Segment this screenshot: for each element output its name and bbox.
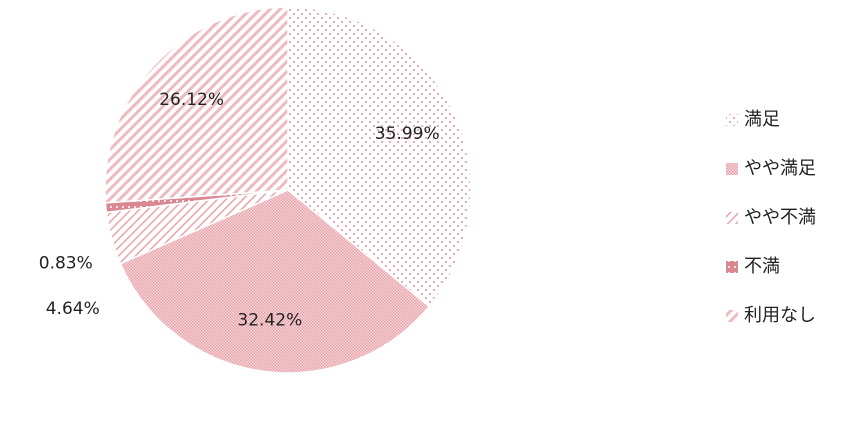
pie-slice bbox=[287, 6, 472, 308]
legend-label: 利用なし bbox=[744, 305, 816, 326]
pie-slice bbox=[119, 189, 431, 374]
data-label: 35.99% bbox=[375, 124, 440, 144]
data-label: 26.12% bbox=[159, 90, 224, 110]
data-label: 32.42% bbox=[237, 311, 302, 331]
legend-swatch bbox=[726, 310, 738, 322]
data-label: 0.83% bbox=[39, 253, 93, 273]
legend-swatch bbox=[726, 114, 738, 126]
legend-label: やや不満 bbox=[744, 207, 816, 228]
legend-swatch bbox=[726, 261, 738, 273]
legend-label: 満足 bbox=[744, 109, 780, 130]
legend-label: 不満 bbox=[744, 256, 780, 277]
legend-swatch bbox=[726, 212, 738, 224]
legend-swatch bbox=[726, 163, 738, 175]
pie-slice bbox=[104, 6, 289, 204]
pie: 35.99% 32.42% 4.64% 0.83% 26.12% bbox=[39, 6, 472, 374]
data-label: 4.64% bbox=[46, 299, 100, 319]
legend-label: やや満足 bbox=[744, 158, 816, 179]
